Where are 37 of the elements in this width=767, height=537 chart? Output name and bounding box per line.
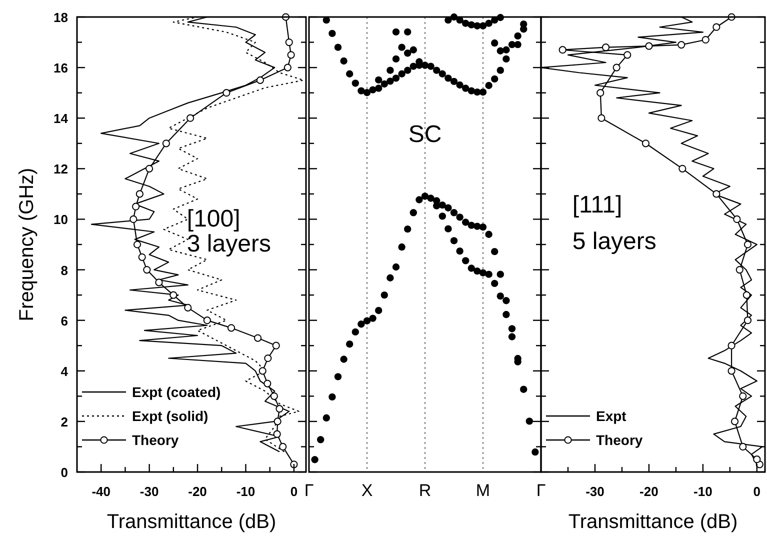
x-tick-label: -20 (188, 484, 207, 499)
legend-label: Expt (solid) (132, 408, 208, 424)
x-tick-label: -20 (640, 484, 658, 499)
y-tick-label: 4 (60, 364, 69, 379)
annotation: [111] (572, 192, 622, 219)
y-tick-label: 14 (54, 111, 69, 126)
x-tick-label: -30 (586, 484, 604, 499)
annotation: 3 layers (186, 230, 271, 258)
y-axis-title: Frequency (GHz) (16, 168, 38, 322)
x-tick-label: -10 (236, 484, 256, 499)
y-tick-label: 8 (60, 262, 68, 278)
x-axis-title: Transmittance (dB) (106, 511, 276, 533)
legend-label: Expt (596, 408, 627, 424)
legend-label: Theory (132, 432, 179, 448)
legend-label: Theory (596, 432, 643, 448)
y-tick-label: 6 (60, 313, 68, 328)
x-tick-label: M (476, 481, 490, 500)
y-tick-label: 16 (54, 60, 68, 76)
legend-label: Expt (coated) (132, 384, 221, 400)
y-tick-label: 0 (60, 465, 68, 480)
x-tick-label: -40 (92, 484, 111, 499)
x-tick-label: 0 (290, 484, 298, 499)
x-tick-label: X (361, 481, 373, 500)
x-tick-label: -10 (694, 484, 712, 499)
annotation: SC (408, 121, 442, 148)
annotation: 5 layers (572, 228, 656, 256)
x-tick-label: 0 (753, 484, 761, 499)
x-tick-label: Γ (536, 481, 546, 500)
x-axis-title: Transmittance (dB) (568, 511, 738, 533)
y-tick-label: 18 (54, 10, 68, 25)
x-tick-label: -30 (140, 484, 159, 499)
x-tick-label: Γ (304, 481, 314, 500)
y-tick-label: 2 (60, 414, 68, 430)
annotation: [100] (186, 205, 240, 232)
y-tick-label: 12 (54, 162, 68, 177)
x-tick-label: R (418, 481, 432, 500)
y-tick-label: 10 (54, 212, 68, 228)
